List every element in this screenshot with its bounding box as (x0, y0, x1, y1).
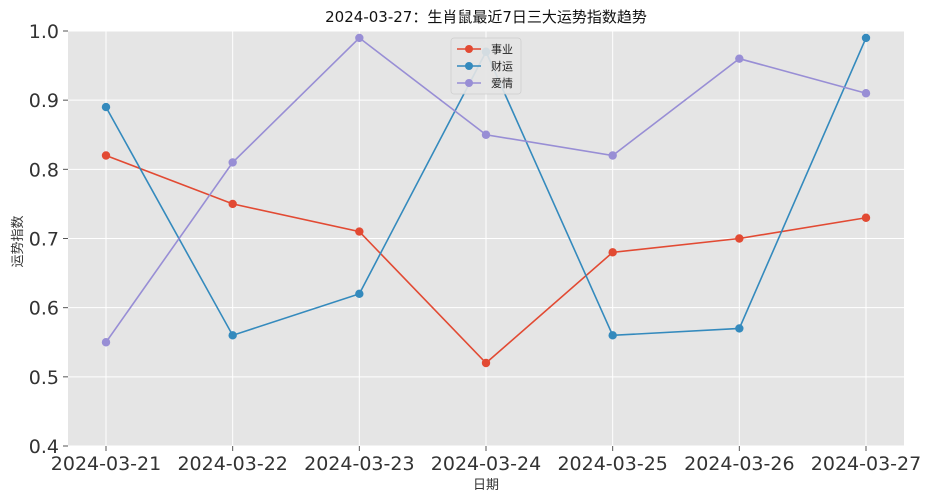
x-tick-label: 2024-03-25 (557, 453, 667, 475)
x-axis-label: 日期 (473, 478, 499, 493)
axis-ticks: 0.4 0.5 0.6 0.7 0.8 0.9 1.0 2024-03-21 2024-03-2… (29, 21, 921, 475)
y-tick-label: 0.9 (29, 90, 59, 112)
data-point (355, 289, 364, 299)
data-point (608, 151, 617, 160)
data-point (735, 324, 744, 333)
x-tick-label: 2024-03-27 (811, 453, 921, 475)
y-tick-label: 0.6 (29, 298, 59, 320)
y-tick-label: 1.0 (29, 21, 59, 43)
data-point (228, 199, 237, 209)
x-tick-label: 2024-03-24 (431, 453, 541, 475)
x-tick-label: 2024-03-26 (684, 453, 794, 475)
data-point (861, 213, 871, 222)
series-0 (101, 151, 871, 368)
legend-marker (465, 45, 473, 53)
grid-lines (68, 30, 904, 447)
data-point (861, 89, 871, 98)
legend-label: 事业 (491, 43, 513, 56)
legend-item: 事业 (457, 43, 513, 56)
legend-item: 财运 (457, 59, 513, 73)
data-point (735, 54, 744, 63)
data-point (355, 33, 364, 43)
y-tick-label: 0.7 (29, 229, 59, 251)
series-layer (101, 33, 871, 368)
data-point (101, 151, 111, 160)
x-tick-label: 2024-03-23 (304, 453, 414, 475)
x-tick-label: 2024-03-22 (177, 453, 287, 475)
data-point (481, 358, 491, 368)
legend-marker (465, 62, 473, 70)
legend-marker (465, 79, 473, 87)
y-axis-label: 运势指数 (10, 215, 26, 267)
data-point (481, 130, 491, 139)
data-point (355, 227, 364, 236)
series-2 (101, 33, 871, 347)
legend-label: 财运 (491, 59, 513, 73)
y-tick-label: 0.5 (29, 367, 59, 389)
data-point (228, 331, 237, 340)
data-point (228, 158, 237, 167)
data-point (608, 331, 617, 340)
legend-label: 爱情 (491, 77, 513, 90)
y-tick-label: 0.4 (29, 436, 59, 458)
x-tick-label: 2024-03-21 (51, 453, 161, 475)
data-point (861, 33, 871, 43)
data-point (608, 248, 617, 257)
data-point (101, 102, 111, 112)
y-tick-label: 0.8 (29, 159, 59, 181)
legend-item: 爱情 (457, 77, 513, 90)
data-point (735, 234, 744, 243)
data-point (101, 338, 111, 347)
chart-title: 2024-03-27：生肖鼠最近7日三大运势指数趋势 (325, 8, 647, 26)
